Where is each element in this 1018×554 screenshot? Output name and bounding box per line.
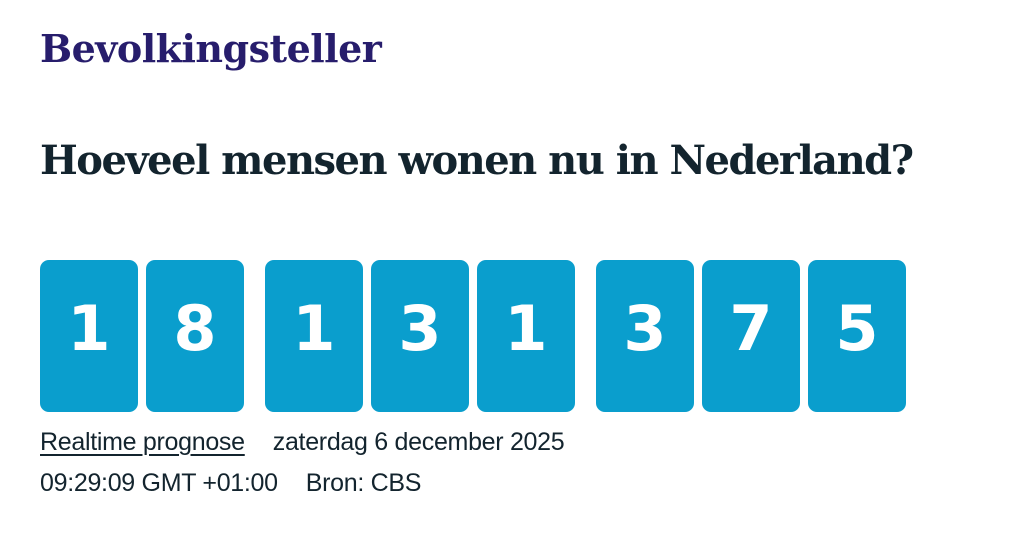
digit-card: 1	[265, 259, 363, 412]
digit-value: 5	[835, 292, 879, 366]
digit-card: 7	[702, 259, 800, 412]
time-text: 09:29:09 GMT +01:00	[40, 468, 278, 497]
meta-line-date: Realtime prognose zaterdag 6 december 20…	[40, 425, 978, 459]
digit-card: 1	[477, 259, 575, 412]
digit-value: 7	[729, 292, 773, 366]
page-title: Bevolkingsteller	[40, 26, 382, 71]
digit-value: 3	[398, 292, 442, 366]
digit-value: 1	[292, 292, 336, 366]
date-text: zaterdag 6 december 2025	[272, 427, 565, 456]
digit-card: 8	[146, 259, 244, 412]
counter-meta: Realtime prognose zaterdag 6 december 20…	[40, 425, 978, 500]
realtime-prognose-link[interactable]: Realtime prognose	[40, 427, 245, 456]
digit-value: 1	[67, 292, 111, 366]
digit-card: 3	[371, 259, 469, 412]
digit-value: 8	[173, 292, 217, 366]
question-heading: Hoeveel mensen wonen nu in Nederland?	[40, 136, 914, 184]
digit-value: 1	[504, 292, 548, 366]
digit-card: 1	[40, 259, 138, 412]
digit-card: 3	[596, 259, 694, 412]
bevolkingsteller-widget: Bevolkingsteller Hoeveel mensen wonen nu…	[40, 26, 978, 500]
digit-card: 5	[808, 259, 906, 412]
meta-line-time: 09:29:09 GMT +01:00 Bron: CBS	[40, 466, 978, 500]
source-text: Bron: CBS	[305, 468, 422, 497]
digit-value: 3	[623, 292, 667, 366]
